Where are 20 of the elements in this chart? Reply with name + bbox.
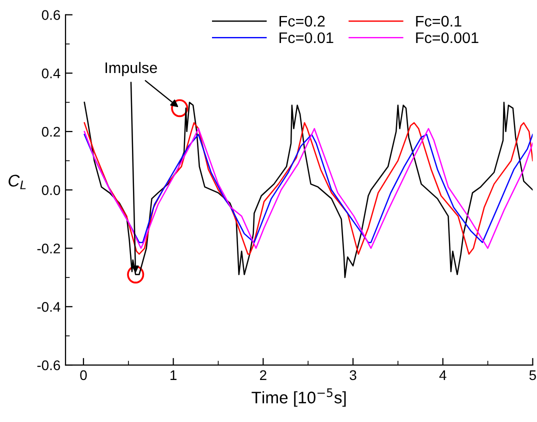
y-tick-label: 0.2: [42, 126, 60, 137]
legend-label: Fc=0.01: [280, 32, 334, 44]
y-tick-label: 0.0: [42, 185, 60, 196]
legend-label: Fc=0.001: [416, 32, 478, 44]
legend-label: Fc=0.2: [280, 16, 325, 27]
y-tick-label: -0.4: [37, 302, 60, 312]
y-axis-title: C$_{L}$: [8, 174, 26, 190]
y-tick-label: 0.4: [42, 68, 60, 78]
x-tick-label: 4: [439, 370, 446, 380]
x-tick-label: 0: [80, 370, 87, 380]
x-axis-title: Time [10$^{−5}$s]: [252, 388, 346, 407]
x-tick-label: 1: [170, 370, 177, 380]
annotation: Impulse: [106, 62, 157, 76]
y-tick-label: -0.2: [37, 244, 60, 254]
x-tick-label: 3: [350, 370, 356, 380]
x-tick-label: 5: [529, 370, 536, 380]
legend-label: Fc=0.1: [416, 16, 462, 27]
x-tick-label: 2: [260, 370, 266, 380]
y-tick-label: 0.6: [42, 10, 60, 20]
y-tick-label: -0.6: [37, 360, 60, 370]
